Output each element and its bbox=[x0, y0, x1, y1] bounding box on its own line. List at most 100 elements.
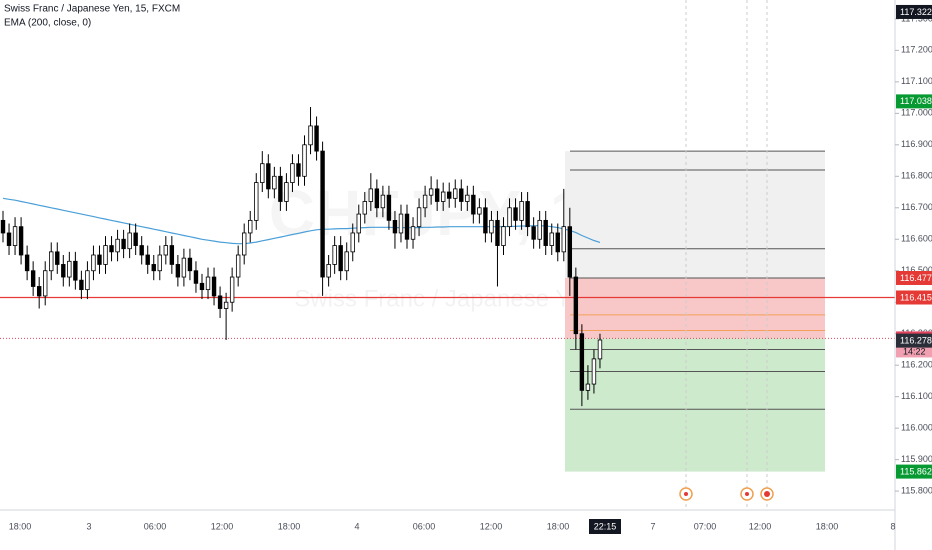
candle-body bbox=[85, 270, 90, 291]
candle-body bbox=[67, 260, 72, 278]
candle-body bbox=[109, 245, 114, 253]
candle-body bbox=[434, 188, 440, 202]
candle-body bbox=[24, 254, 30, 272]
price-tag bbox=[896, 464, 932, 479]
candle-body bbox=[350, 232, 355, 253]
candle-body bbox=[121, 238, 126, 250]
price-tag-label: 117.322 bbox=[900, 7, 932, 17]
price-tag-label: 115.862 bbox=[900, 466, 932, 476]
candle-body bbox=[254, 182, 259, 221]
x-tick-label: 18:00 bbox=[547, 521, 570, 531]
candle-body bbox=[18, 226, 24, 256]
candle-body bbox=[272, 175, 277, 190]
candle-body bbox=[326, 264, 331, 278]
candle-body bbox=[332, 245, 337, 265]
candle-body bbox=[73, 260, 78, 281]
candle-body bbox=[12, 226, 18, 246]
candle-body bbox=[453, 188, 458, 199]
x-tick-label: 4 bbox=[354, 521, 359, 531]
candle-body bbox=[290, 163, 295, 183]
candle-body bbox=[49, 251, 54, 272]
candle-body bbox=[561, 226, 566, 253]
ema-line bbox=[2, 197, 601, 245]
y-tick-label: 116.900 bbox=[901, 139, 932, 149]
candle-body bbox=[597, 339, 603, 360]
candle-body bbox=[392, 219, 398, 234]
x-tick-label: 12:00 bbox=[749, 521, 772, 531]
price-tag-label: 116.477 bbox=[900, 273, 932, 283]
y-tick-label: 115.900 bbox=[901, 454, 932, 464]
candle-body bbox=[591, 358, 597, 385]
event-dot bbox=[684, 492, 688, 496]
y-tick-label: 115.800 bbox=[901, 485, 932, 495]
candle-body bbox=[79, 279, 84, 291]
candle-body bbox=[465, 194, 470, 202]
y-tick-label: 116.600 bbox=[901, 234, 932, 244]
candle-body bbox=[248, 219, 253, 234]
position-zone bbox=[565, 277, 825, 339]
price-tag-label: 116.415 bbox=[900, 292, 932, 302]
x-tick-label: 06:00 bbox=[144, 521, 167, 531]
candle-body bbox=[181, 257, 187, 278]
x-tick-label: 07:00 bbox=[694, 521, 717, 531]
candle-body bbox=[223, 301, 229, 309]
candle-body bbox=[501, 226, 506, 246]
candle-body bbox=[266, 163, 271, 190]
candle-body bbox=[314, 125, 319, 152]
y-tick-label: 116.200 bbox=[901, 360, 932, 370]
candle-body bbox=[163, 245, 169, 256]
candle-body bbox=[567, 226, 573, 278]
candle-body bbox=[91, 254, 96, 272]
candle-body bbox=[537, 219, 542, 240]
countdown-tag bbox=[896, 345, 932, 358]
watermark-subtitle: Swiss Franc / Japanese Yen bbox=[294, 285, 596, 312]
price-tag bbox=[896, 333, 932, 348]
candle-body bbox=[133, 232, 138, 246]
event-dot bbox=[745, 492, 749, 496]
y-tick-label: 116.800 bbox=[901, 171, 932, 181]
candle-body bbox=[416, 207, 422, 228]
candle-body bbox=[320, 150, 325, 278]
candle-body bbox=[169, 245, 175, 265]
candle-body bbox=[531, 226, 536, 240]
x-tick-label: 12:00 bbox=[480, 521, 503, 531]
candle-body bbox=[97, 254, 102, 265]
x-tick-label: 7 bbox=[650, 521, 655, 531]
x-tick-label: 18:00 bbox=[9, 521, 32, 531]
candle-body bbox=[139, 245, 144, 256]
candle-body bbox=[193, 270, 199, 284]
price-tag bbox=[896, 270, 932, 285]
candle-body bbox=[519, 201, 524, 221]
candle-body bbox=[145, 254, 150, 265]
candle-body bbox=[495, 219, 500, 246]
position-zone bbox=[565, 338, 825, 472]
price-tag-label: 117.038 bbox=[900, 96, 932, 106]
candle-body bbox=[386, 194, 392, 221]
symbol-title[interactable]: Swiss Franc / Japanese Yen, 15, FXCM bbox=[4, 4, 180, 15]
candle-body bbox=[151, 264, 156, 272]
candle-body bbox=[115, 238, 120, 253]
candle-body bbox=[368, 188, 374, 202]
candle-body bbox=[103, 245, 108, 265]
position-zone bbox=[565, 151, 825, 278]
candle-body bbox=[36, 286, 42, 297]
candle-body bbox=[525, 201, 530, 228]
candle-body bbox=[356, 213, 361, 234]
candle-body bbox=[410, 226, 416, 240]
candle-body bbox=[308, 125, 313, 146]
candle-body bbox=[380, 194, 386, 209]
candle-body bbox=[422, 194, 428, 209]
candle-body bbox=[55, 251, 60, 265]
candle-body bbox=[428, 188, 434, 196]
candle-body bbox=[477, 207, 482, 215]
x-tick-label: 8 bbox=[890, 521, 895, 531]
candle-body bbox=[344, 251, 349, 272]
indicator-label[interactable]: EMA (200, close, 0) bbox=[4, 18, 91, 29]
candle-body bbox=[543, 219, 548, 246]
price-tag bbox=[896, 290, 932, 305]
candle-body bbox=[398, 213, 404, 234]
candle-body bbox=[187, 257, 193, 272]
candle-body bbox=[211, 276, 217, 297]
price-tag-label: 116.278 bbox=[900, 336, 932, 346]
x-tick-label: 06:00 bbox=[413, 521, 436, 531]
